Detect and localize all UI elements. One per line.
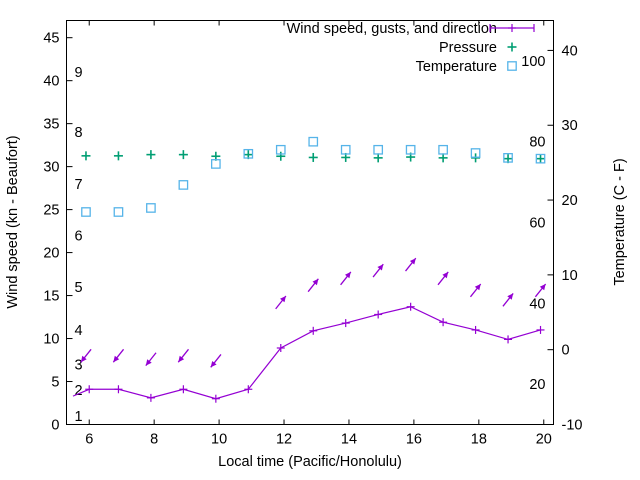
wind-arrow-head [210, 361, 217, 368]
beaufort-label: 6 [75, 228, 83, 244]
y-axis-left-label: Wind speed (kn - Beaufort) [5, 135, 21, 308]
legend-label[interactable]: Temperature [416, 59, 497, 75]
beaufort-scale-labels: 1 2 3 4 5 6 7 8 9 [75, 65, 83, 425]
temperature-point [340, 144, 351, 155]
temperature-point [81, 207, 91, 217]
wind-arrow-head [145, 359, 152, 366]
y-axis-right-ticks: -10 0 10 20 30 40 [547, 43, 583, 434]
y2-tick-label: 20 [562, 193, 578, 209]
temperature-point [405, 144, 416, 155]
temperature-point [373, 144, 384, 155]
series-temperature [81, 136, 546, 217]
x-tick-label: 16 [406, 432, 422, 448]
x-tick-label: 8 [150, 432, 158, 448]
beaufort-label: 5 [75, 280, 83, 296]
y-tick-label: 40 [43, 74, 59, 90]
fahrenheit-label: 60 [529, 216, 545, 232]
y-tick-label: 15 [43, 289, 59, 305]
plot-frame [66, 20, 554, 425]
wind-arrow-head [80, 355, 87, 363]
y2-tick-label: 40 [562, 43, 578, 59]
legend-label[interactable]: Wind speed, gusts, and direction [287, 21, 497, 37]
beaufort-label: 9 [75, 65, 83, 81]
wind-arrow-head [312, 278, 319, 286]
fahrenheit-label: 80 [529, 135, 545, 151]
y-tick-label: 45 [43, 31, 59, 47]
y-tick-label: 0 [51, 418, 59, 434]
y2-tick-label: -10 [562, 418, 583, 434]
x-tick-label: 14 [341, 432, 357, 448]
fahrenheit-label: 100 [521, 54, 545, 70]
wind-arrow-head [377, 264, 384, 271]
x-tick-label: 10 [211, 432, 227, 448]
wind-arrow-head [113, 355, 120, 363]
y-axis-right-label: Temperature (C - F) [612, 158, 628, 285]
y-axis-left-ticks: 0 5 10 15 20 25 30 35 40 45 [43, 31, 73, 434]
beaufort-label: 1 [75, 409, 83, 425]
wind-arrow-head [280, 296, 286, 303]
wind-arrow-head [507, 293, 514, 300]
wind-speed-line [72, 306, 541, 400]
x-tick-label: 18 [471, 432, 487, 448]
y-tick-label: 35 [43, 117, 59, 133]
temperature-point [470, 148, 481, 158]
y-tick-label: 25 [43, 203, 59, 219]
series-wind-speed [72, 302, 545, 403]
temperature-point [535, 153, 546, 164]
fahrenheit-scale-labels: 20 40 60 80 100 [521, 54, 545, 393]
x-axis-ticks: 6 8 10 12 14 16 18 20 [85, 20, 552, 448]
beaufort-label: 4 [75, 323, 83, 339]
wind-direction-arrows [80, 257, 547, 368]
y2-tick-label: 10 [562, 268, 578, 284]
y-tick-label: 5 [51, 375, 59, 391]
beaufort-label: 3 [75, 357, 83, 373]
x-axis-label: Local time (Pacific/Honolulu) [218, 454, 402, 470]
x-tick-label: 12 [276, 432, 292, 448]
fahrenheit-label: 40 [529, 296, 545, 312]
temperature-point [438, 144, 448, 155]
wind-arrow-head [345, 271, 351, 279]
temperature-point [503, 153, 513, 163]
legend-sample-square [507, 61, 517, 71]
y-tick-label: 30 [43, 160, 59, 176]
temperature-point [210, 159, 221, 169]
beaufort-label: 2 [75, 383, 83, 399]
legend-label[interactable]: Pressure [439, 40, 497, 56]
beaufort-label: 7 [75, 177, 83, 193]
temperature-point [243, 148, 254, 159]
wind-arrow-head [474, 284, 481, 291]
y2-tick-label: 0 [562, 343, 570, 359]
wind-arrow-head [178, 355, 185, 363]
temperature-point [275, 144, 286, 155]
temperature-point [113, 207, 124, 217]
y-tick-label: 10 [43, 332, 59, 348]
temperature-point [146, 203, 156, 213]
x-tick-label: 6 [85, 432, 93, 448]
x-tick-label: 20 [536, 432, 552, 448]
chart-legend: Wind speed, gusts, and direction Pressure… [287, 21, 535, 75]
y2-tick-label: 30 [562, 118, 578, 134]
fahrenheit-label: 20 [529, 377, 545, 393]
temperature-point [178, 180, 189, 190]
y-tick-label: 20 [43, 246, 59, 262]
wind-arrow-head [539, 284, 546, 291]
temperature-point [308, 136, 319, 147]
wind-arrow-head [442, 271, 449, 279]
wind-arrow-head [409, 258, 416, 265]
beaufort-label: 8 [75, 125, 83, 141]
